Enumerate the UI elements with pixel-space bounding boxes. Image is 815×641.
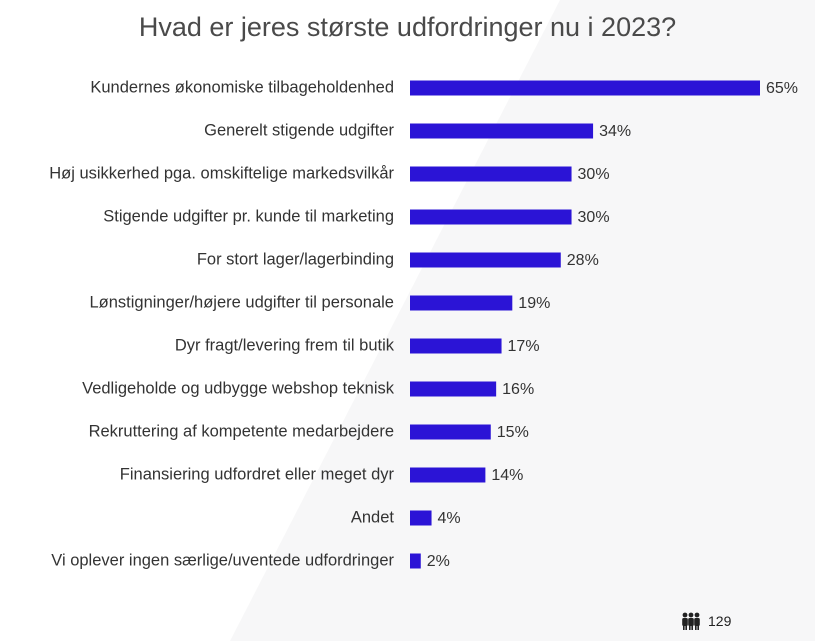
bar [410, 424, 491, 440]
bar [410, 553, 421, 569]
value-label: 28% [567, 252, 599, 269]
category-label: Stigende udgifter pr. kunde til marketin… [103, 207, 394, 225]
value-label: 4% [438, 510, 461, 527]
category-label: Høj usikkerhed pga. omskiftelige markeds… [49, 164, 394, 182]
category-label: Dyr fragt/levering frem til butik [175, 336, 395, 354]
respondents-count-value: 129 [708, 613, 732, 629]
bar [410, 510, 432, 526]
bar [410, 467, 486, 483]
value-label: 14% [491, 467, 523, 484]
category-label: Vi oplever ingen særlige/uventede udford… [51, 551, 394, 569]
people-icon [680, 612, 702, 630]
category-label: For stort lager/lagerbinding [197, 250, 394, 268]
bar [410, 209, 572, 225]
bar [410, 338, 502, 354]
bar [410, 381, 497, 397]
value-label: 16% [502, 381, 534, 398]
value-label: 30% [578, 166, 610, 183]
value-label: 65% [766, 80, 798, 97]
category-label: Lønstigninger/højere udgifter til person… [89, 293, 394, 311]
category-label: Generelt stigende udgifter [204, 121, 394, 139]
value-label: 30% [578, 209, 610, 226]
value-label: 19% [518, 295, 550, 312]
category-label: Vedligeholde og udbygge webshop teknisk [82, 379, 395, 397]
bar [410, 252, 561, 268]
category-label: Andet [351, 508, 395, 526]
category-label: Finansiering udfordret eller meget dyr [120, 465, 395, 483]
value-label: 17% [508, 338, 540, 355]
value-label: 34% [599, 123, 631, 140]
respondents-count: 129 [680, 610, 731, 632]
value-label: 15% [497, 424, 529, 441]
bar [410, 166, 572, 182]
value-label: 2% [427, 553, 450, 570]
bar [410, 123, 594, 139]
bar [410, 80, 760, 96]
category-label: Kundernes økonomiske tilbageholdenhed [90, 78, 394, 96]
chart-title: Hvad er jeres største udfordringer nu i … [138, 12, 677, 42]
bar [410, 295, 513, 311]
category-label: Rekruttering af kompetente medarbejdere [89, 422, 394, 440]
